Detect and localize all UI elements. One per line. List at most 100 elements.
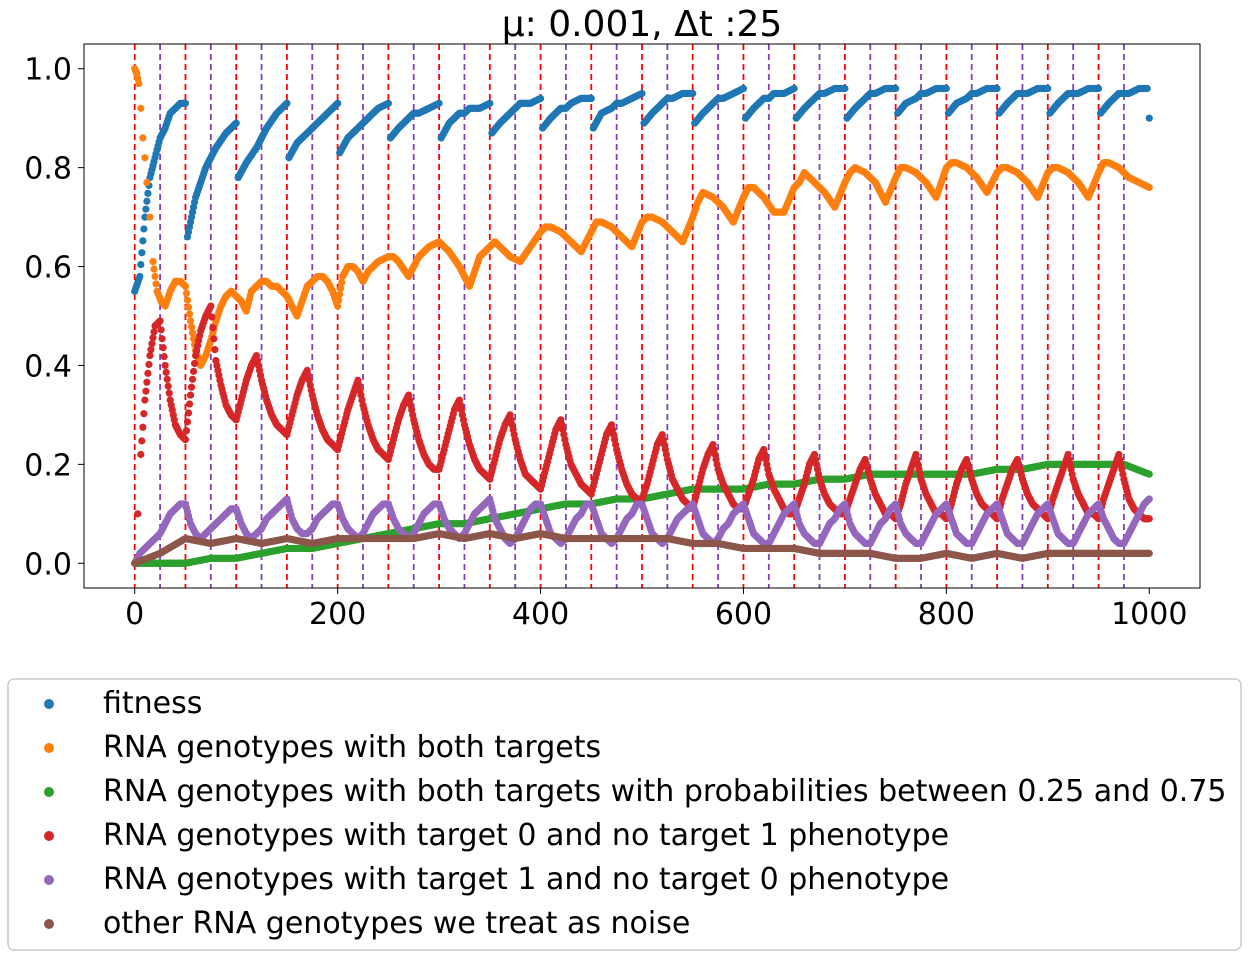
point-s0-143 [1143, 84, 1151, 93]
point-s2-40 [1145, 470, 1153, 478]
data-points [131, 65, 1153, 567]
point-s3-4-2 [148, 340, 156, 348]
point-s3-6-2 [158, 335, 166, 343]
point-s3-16-2 [209, 324, 217, 332]
point-s0-129 [1044, 84, 1052, 93]
point-s3-3-4 [145, 360, 153, 369]
point-s3-7-2 [163, 375, 171, 383]
point-s0-122 [993, 84, 1001, 93]
point-s3-3 [141, 396, 149, 404]
point-s3-12-2 [188, 375, 197, 383]
point-s0-31 [334, 99, 342, 107]
point-s0-2 [141, 213, 149, 221]
point-s3-2-1 [138, 437, 146, 445]
point-s0-66 [587, 94, 595, 102]
point-s3-12-4 [190, 359, 199, 368]
point-s3-11-3 [184, 409, 193, 417]
point-s3-4-4 [150, 328, 158, 336]
point-s1-45-2 [336, 290, 344, 298]
point-s0-115 [942, 84, 950, 93]
point-s0-136 [1094, 84, 1103, 93]
point-s1-15-4 [185, 310, 194, 318]
point-s1-143 [1145, 183, 1153, 192]
point-s1-16-2 [188, 329, 197, 337]
point-s1-7 [146, 213, 154, 221]
point-s3-4-3 [149, 334, 157, 342]
point-s3-16-1 [208, 313, 216, 321]
point-s0-101 [841, 84, 849, 93]
point-s1-8-2 [151, 272, 159, 281]
point-s3-3-2 [143, 378, 151, 386]
point-s3-12-1 [187, 383, 196, 391]
point-s1-8-3 [152, 280, 160, 288]
point-s1-2 [135, 79, 143, 88]
point-s3-4 [146, 351, 154, 360]
point-s3-7-1 [162, 368, 170, 376]
point-s1-16 [186, 317, 195, 325]
point-s1-4 [139, 134, 147, 142]
reference-lines [133, 44, 1125, 588]
point-s0-73 [638, 89, 646, 98]
point-s3-16-4 [211, 346, 219, 354]
point-s1-16-1 [187, 323, 196, 331]
point-s0-24 [283, 99, 291, 107]
point-s0-1-4 [140, 225, 148, 233]
point-s3-7-3 [164, 382, 172, 390]
point-s3-16 [207, 302, 215, 310]
point-s3-16-3 [210, 335, 218, 343]
point-s3-6-3 [159, 344, 167, 352]
point-s3-2-2 [139, 423, 147, 431]
point-s3-2-3 [140, 410, 148, 418]
point-s3-2 [137, 450, 145, 459]
point-s0-1-1 [137, 260, 145, 269]
point-s3-11 [181, 436, 190, 444]
point-s0-59 [536, 94, 545, 102]
point-s1-45-1 [335, 296, 343, 304]
point-s3-7-4 [165, 389, 173, 397]
point-s0-2-2 [143, 197, 151, 205]
point-s3-6 [156, 317, 164, 325]
point-s1-5 [141, 154, 149, 162]
point-s3-6-4 [160, 352, 168, 361]
point-s3-7 [161, 361, 169, 370]
point-s1-8-1 [150, 265, 158, 273]
point-s0-2-1 [142, 205, 150, 213]
point-s0-45 [435, 99, 443, 107]
point-s1-3 [137, 104, 145, 112]
point-s0-108 [892, 84, 900, 93]
point-s3-11-4 [185, 400, 194, 408]
point-s0-38 [384, 99, 392, 107]
point-s1-15 [181, 282, 190, 290]
point-s3-12 [186, 391, 195, 399]
point-s0-1-2 [138, 249, 146, 257]
point-s3-201 [1145, 515, 1153, 523]
point-s1-6 [143, 178, 151, 187]
point-s3-3-3 [144, 369, 152, 377]
point-s3-4-1 [147, 346, 155, 354]
point-s0-52 [486, 99, 494, 107]
chart-title: μ: 0.001, Δt :25 [502, 4, 783, 45]
point-s0-10 [181, 99, 190, 107]
point-s0-144 [1145, 114, 1153, 122]
point-s1-45 [334, 302, 342, 310]
point-s0-94 [790, 84, 798, 93]
point-s1-45-4 [338, 278, 346, 286]
point-s3-3-1 [142, 387, 150, 395]
point-s3-1 [134, 510, 142, 518]
point-s0-1 [136, 272, 144, 281]
point-s0-87 [739, 84, 748, 93]
point-s1-15-1 [182, 289, 191, 297]
point-s3-6-1 [157, 326, 165, 334]
point-s1-15-3 [184, 303, 193, 311]
point-s0-2-3 [144, 189, 152, 197]
point-s1-8 [149, 258, 157, 266]
point-s3-11-2 [183, 418, 192, 426]
point-s3-12-3 [189, 367, 198, 375]
point-s0-80 [689, 89, 697, 98]
point-s0-1-3 [139, 237, 147, 245]
point-s3-11-1 [182, 427, 191, 435]
point-s0-17 [232, 119, 240, 127]
point-s1-15-2 [183, 296, 192, 304]
point-s1-45-3 [337, 284, 345, 292]
